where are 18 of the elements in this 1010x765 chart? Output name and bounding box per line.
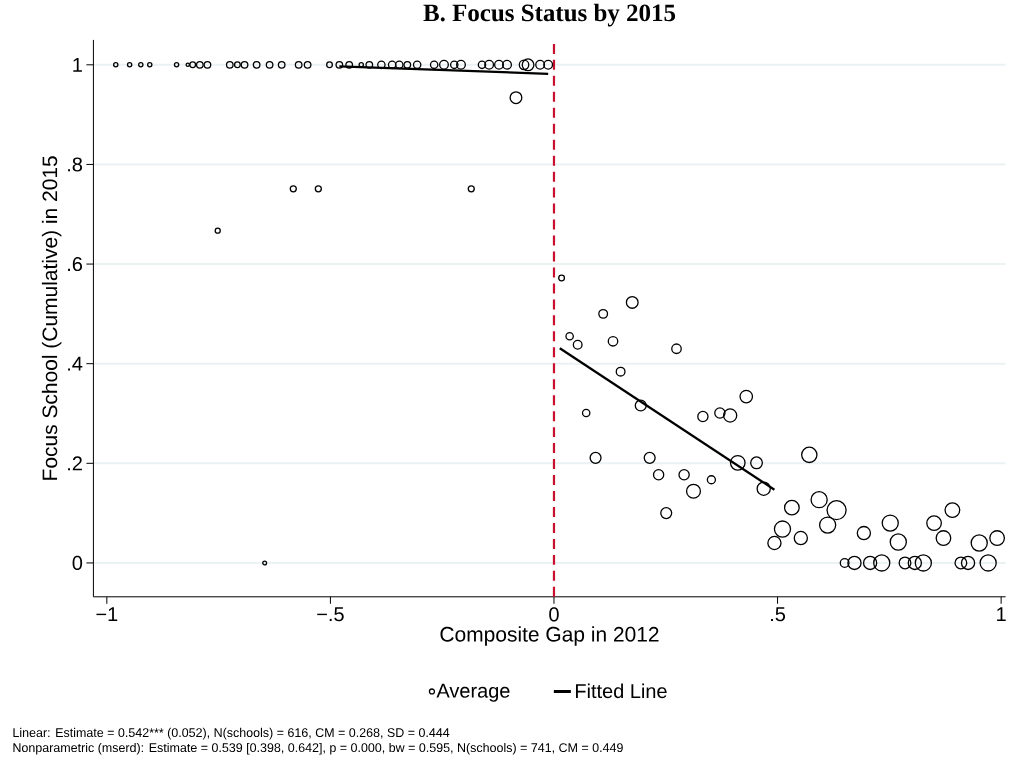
x-tick-label: −1 xyxy=(96,607,118,621)
text: Nonparametric (mserd): Estimate = 0.539 [0.398, 0.642], p = 0.000, bw = 0.595, N(schools) = 741, CM = 0.449 xyxy=(13,742,623,755)
y-tick-label: .2 xyxy=(68,456,82,471)
chart-title: B. Focus Status by 2015 xyxy=(423,3,676,27)
x-axis-title: Composite Gap in 2012 xyxy=(440,626,659,646)
y-tick-label: 0 xyxy=(72,555,83,570)
legend-label: Average xyxy=(436,683,510,702)
legend-label: Fitted Line xyxy=(576,683,667,698)
y-tick-label: .6 xyxy=(68,256,83,271)
y-tick-label: .8 xyxy=(68,157,83,172)
text: Linear: Estimate = 0.542*** (0.052), N(schools) = 616, CM = 0.268, SD = 0.444 xyxy=(13,727,450,740)
y-axis-title: Focus School (Cumulative) in 2015 xyxy=(41,155,62,480)
x-tick-label: −.5 xyxy=(317,607,344,621)
x-tick-label: .5 xyxy=(771,607,786,621)
x-tick-label: 0 xyxy=(549,607,559,622)
y-tick-label: 1 xyxy=(73,57,82,72)
y-tick-label: .4 xyxy=(68,356,83,371)
x-tick-label: 1 xyxy=(997,607,1006,621)
